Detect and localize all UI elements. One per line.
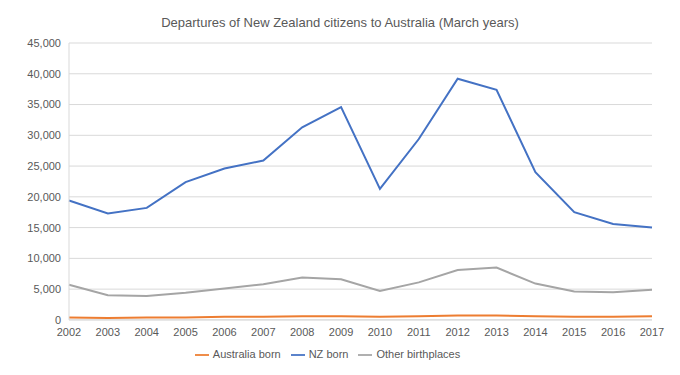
svg-text:2014: 2014 [523, 326, 547, 338]
html-text:Departures of New Zealand citi: Departures of New Zealand citizens to Au… [161, 15, 519, 30]
svg-text:2009: 2009 [329, 326, 353, 338]
svg-text:2007: 2007 [251, 326, 275, 338]
svg-text:2016: 2016 [601, 326, 625, 338]
html-text:Other birthplaces: Other birthplaces [376, 347, 461, 360]
html-text:Australia born: Australia born [212, 347, 281, 360]
svg-text:40,000: 40,000 [27, 68, 61, 80]
html-text:NZ born: NZ born [308, 347, 349, 360]
svg-text:2012: 2012 [445, 326, 469, 338]
svg-text:2004: 2004 [134, 326, 158, 338]
svg-text:2010: 2010 [368, 326, 392, 338]
svg-text:20,000: 20,000 [27, 191, 61, 203]
svg-text:35,000: 35,000 [27, 98, 61, 110]
svg-text:15,000: 15,000 [27, 222, 61, 234]
svg-text:25,000: 25,000 [27, 160, 61, 172]
svg-text:2011: 2011 [407, 326, 431, 338]
svg-text:0: 0 [55, 314, 61, 326]
svg-text:2002: 2002 [57, 326, 81, 338]
svg-text:10,000: 10,000 [27, 252, 61, 264]
svg-text:2003: 2003 [96, 326, 120, 338]
svg-text:2015: 2015 [562, 326, 586, 338]
svg-text:2013: 2013 [484, 326, 508, 338]
svg-text:45,000: 45,000 [27, 38, 61, 49]
svg-text:30,000: 30,000 [27, 129, 61, 141]
svg-text:2017: 2017 [640, 326, 664, 338]
svg-text:2005: 2005 [173, 326, 197, 338]
svg-text:2008: 2008 [290, 326, 314, 338]
svg-text:2006: 2006 [212, 326, 236, 338]
svg-text:5,000: 5,000 [33, 283, 61, 295]
